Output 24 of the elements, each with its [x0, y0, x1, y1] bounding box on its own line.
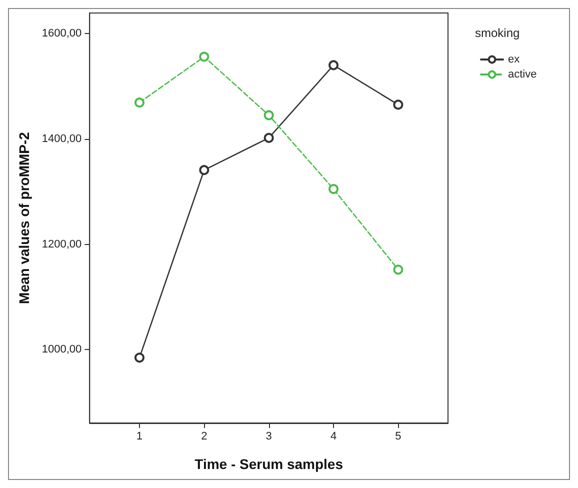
point — [328, 60, 339, 70]
point — [264, 110, 274, 120]
point — [393, 264, 404, 275]
point — [199, 165, 210, 176]
x-tick-label: 3 — [266, 430, 272, 442]
legend-title: smoking — [475, 26, 520, 40]
y-tick-label: 1000,00 — [42, 344, 82, 356]
x-tick-label: 4 — [330, 430, 337, 442]
point — [134, 352, 144, 363]
point — [328, 184, 339, 194]
point — [264, 132, 274, 143]
x-tick-label: 1 — [136, 430, 143, 442]
x-tick-label: 5 — [395, 430, 402, 442]
y-tick-label: 1600,00 — [42, 28, 82, 40]
y-axis-title: Mean values of proMMP-2 — [16, 132, 32, 304]
point — [393, 100, 404, 110]
point — [134, 98, 144, 108]
legend-label: ex — [508, 54, 520, 66]
y-tick-label: 1400,00 — [42, 132, 82, 145]
y-tick-label: 1200,00 — [42, 238, 82, 250]
x-axis-title: Time - Serum samples — [194, 456, 344, 472]
point — [199, 52, 210, 62]
legend-label: active — [508, 68, 537, 80]
x-tick-label: 2 — [201, 430, 208, 442]
